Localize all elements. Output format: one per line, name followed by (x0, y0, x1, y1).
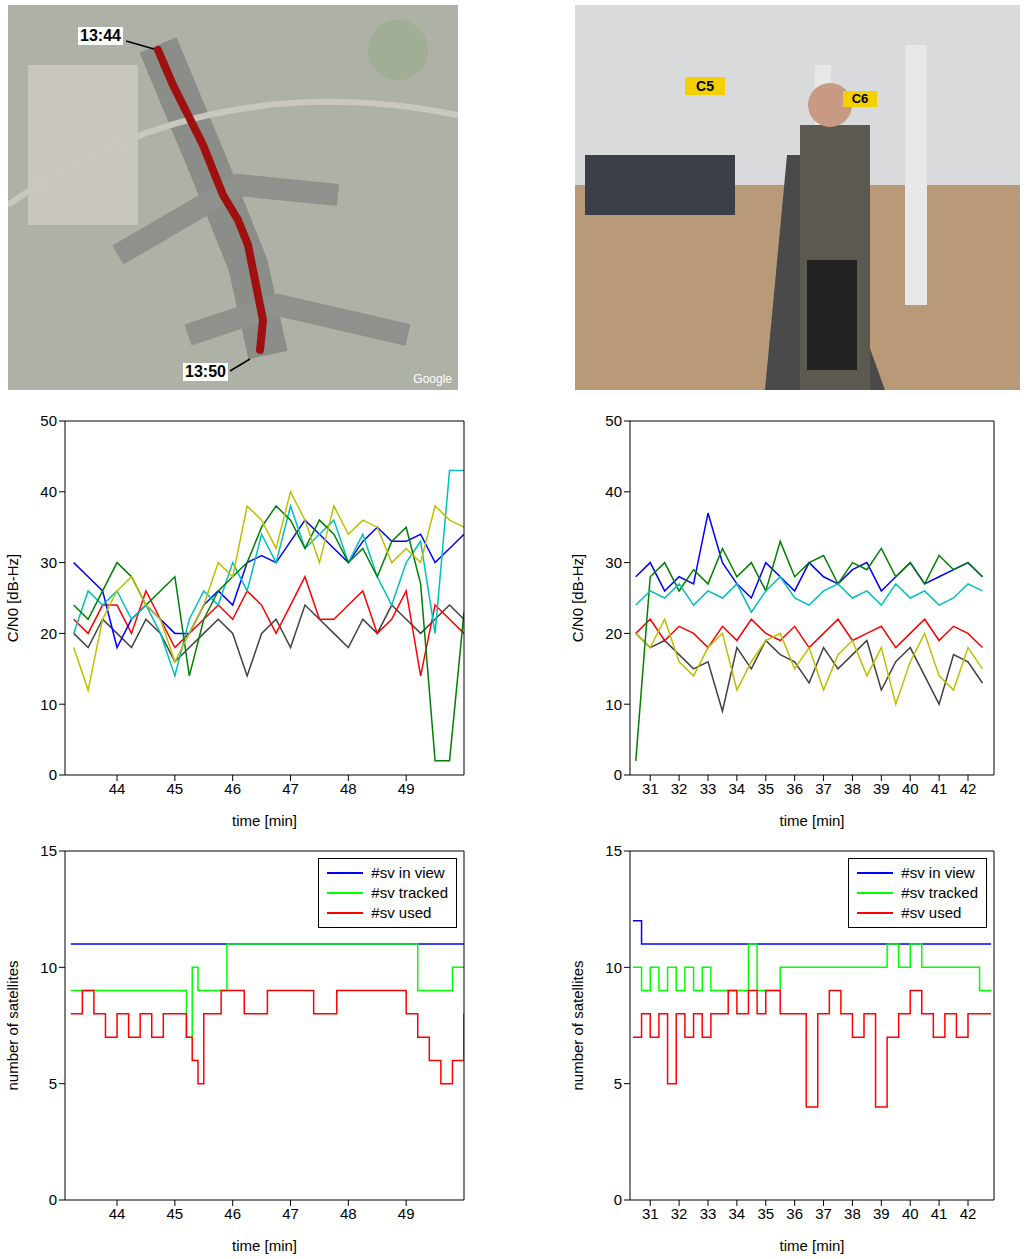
svg-text:32: 32 (671, 1205, 688, 1222)
svg-text:31: 31 (642, 780, 659, 797)
svg-text:40: 40 (40, 483, 57, 500)
svg-text:39: 39 (873, 1205, 890, 1222)
html-text:#sv used: #sv used (371, 904, 432, 921)
html-text:#sv in view: #sv in view (371, 864, 445, 881)
svg-text:0: 0 (614, 1191, 622, 1208)
svg-text:40: 40 (902, 1205, 919, 1222)
svg-text:10: 10 (605, 959, 622, 976)
svg-text:20: 20 (605, 625, 622, 642)
svg-text:37: 37 (815, 780, 832, 797)
svg-text:10: 10 (605, 696, 622, 713)
svg-text:time [min]: time [min] (232, 812, 297, 829)
svg-text:50: 50 (605, 412, 622, 429)
svg-text:10: 10 (40, 959, 57, 976)
html-text:C6: C6 (851, 91, 869, 106)
svg-text:44: 44 (109, 780, 126, 797)
svg-text:15: 15 (40, 842, 57, 859)
svg-text:35: 35 (757, 780, 774, 797)
svg-text:44: 44 (109, 1205, 126, 1222)
svg-text:time [min]: time [min] (779, 812, 844, 829)
svg-text:time [min]: time [min] (779, 1237, 844, 1254)
svg-text:45: 45 (167, 1205, 184, 1222)
svg-text:35: 35 (757, 1205, 774, 1222)
svg-text:41: 41 (931, 1205, 948, 1222)
svg-text:36: 36 (786, 780, 803, 797)
svg-text:38: 38 (844, 1205, 861, 1222)
svg-text:46: 46 (224, 780, 241, 797)
svg-text:30: 30 (40, 554, 57, 571)
svg-text:37: 37 (815, 1205, 832, 1222)
svg-text:0: 0 (49, 766, 57, 783)
html-text:#sv used: #sv used (901, 904, 962, 921)
svg-text:15: 15 (605, 842, 622, 859)
svg-text:47: 47 (282, 780, 299, 797)
svg-text:0: 0 (49, 1191, 57, 1208)
svg-text:5: 5 (49, 1075, 57, 1092)
svg-text:34: 34 (729, 780, 746, 797)
html-text:#sv tracked: #sv tracked (371, 884, 448, 901)
svg-text:36: 36 (786, 1205, 803, 1222)
svg-text:46: 46 (224, 1205, 241, 1222)
svg-text:5: 5 (614, 1075, 622, 1092)
html-text:13:44: 13:44 (80, 27, 121, 44)
svg-text:42: 42 (960, 1205, 977, 1222)
svg-text:49: 49 (398, 1205, 415, 1222)
svg-text:20: 20 (40, 625, 57, 642)
svg-text:30: 30 (605, 554, 622, 571)
svg-text:C/N0 [dB-Hz]: C/N0 [dB-Hz] (4, 554, 21, 642)
svg-text:40: 40 (605, 483, 622, 500)
svg-text:C/N0 [dB-Hz]: C/N0 [dB-Hz] (569, 554, 586, 642)
svg-text:42: 42 (960, 780, 977, 797)
svg-text:33: 33 (700, 1205, 717, 1222)
svg-text:49: 49 (398, 780, 415, 797)
svg-text:48: 48 (340, 780, 357, 797)
html-text:Google: Google (413, 372, 452, 386)
html-text:#sv tracked: #sv tracked (901, 884, 978, 901)
svg-text:38: 38 (844, 780, 861, 797)
svg-text:34: 34 (729, 1205, 746, 1222)
html-text:C5: C5 (696, 78, 714, 94)
svg-text:39: 39 (873, 780, 890, 797)
svg-text:31: 31 (642, 1205, 659, 1222)
svg-text:40: 40 (902, 780, 919, 797)
svg-text:number of satellites: number of satellites (569, 960, 586, 1090)
svg-text:48: 48 (340, 1205, 357, 1222)
svg-text:33: 33 (700, 780, 717, 797)
svg-text:50: 50 (40, 412, 57, 429)
svg-text:41: 41 (931, 780, 948, 797)
svg-text:45: 45 (167, 780, 184, 797)
svg-text:number of satellites: number of satellites (4, 960, 21, 1090)
svg-text:32: 32 (671, 780, 688, 797)
html-text:#sv in view: #sv in view (901, 864, 975, 881)
svg-text:47: 47 (282, 1205, 299, 1222)
html-text:13:50: 13:50 (185, 363, 226, 380)
svg-text:10: 10 (40, 696, 57, 713)
svg-text:time [min]: time [min] (232, 1237, 297, 1254)
svg-text:0: 0 (614, 766, 622, 783)
